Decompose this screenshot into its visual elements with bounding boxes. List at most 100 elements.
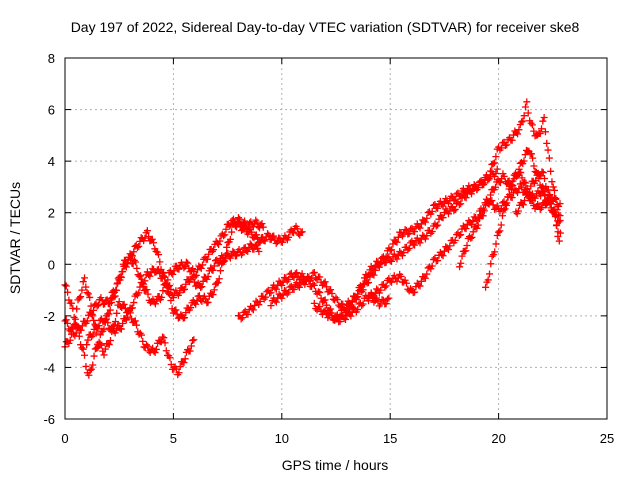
data-point [521,151,529,159]
data-point [480,181,488,189]
data-point [456,263,464,271]
data-point [184,259,192,267]
x-tick-label: 15 [383,431,397,446]
data-point [457,259,465,267]
data-point [144,290,152,298]
data-point [501,205,509,213]
data-point [237,315,245,323]
data-point [119,260,127,268]
data-point [365,279,373,287]
data-point [82,362,90,370]
data-point [556,229,564,237]
data-point [132,258,140,266]
data-point [133,243,141,251]
data-point [485,197,493,205]
data-point [198,283,206,291]
data-point [290,285,298,293]
data-point [94,325,102,333]
data-point [489,160,497,168]
data-point [508,181,516,189]
data-point [103,315,111,323]
data-point [347,312,355,320]
data-point [170,267,178,275]
data-point [439,202,447,210]
data-point [89,306,97,314]
data-point [500,172,508,180]
data-point [359,300,367,308]
data-point [244,310,252,318]
data-point [390,272,398,280]
data-point [94,301,102,309]
data-point [457,200,465,208]
data-point [552,196,560,204]
data-point [316,303,324,311]
series-track-9 [456,146,564,271]
y-tick-label: 2 [48,206,55,221]
data-point [221,231,229,239]
data-point [142,341,150,349]
data-point [405,230,413,238]
data-point [272,285,280,293]
data-point [186,347,194,355]
data-point [523,98,531,106]
data-point [450,207,458,215]
data-point [224,249,232,257]
data-point [87,365,95,373]
data-point [518,174,526,182]
data-point [197,283,205,291]
data-point [416,224,424,232]
data-point [117,273,125,281]
data-point [261,237,269,245]
data-point [180,359,188,367]
data-point [521,103,529,111]
data-point [336,312,344,320]
data-point [161,339,169,347]
data-point [382,300,390,308]
data-point [301,280,309,288]
data-point [182,280,190,288]
data-point [370,293,378,301]
data-point [458,252,466,260]
data-point [321,278,329,286]
data-point [69,304,77,312]
data-point [423,232,431,240]
data-point [493,202,501,210]
data-point [223,243,231,251]
data-point [105,310,113,318]
data-point [520,157,528,165]
data-point [72,329,80,337]
data-point [354,293,362,301]
data-point [215,241,223,249]
data-point [176,289,184,297]
data-point [164,289,172,297]
data-point [538,125,546,133]
data-point [540,114,548,122]
data-point [491,159,499,167]
data-point [215,259,223,267]
data-point [247,218,255,226]
series-track-3 [61,214,267,340]
data-point [327,286,335,294]
data-point [252,241,260,249]
data-point [547,200,555,208]
data-points [61,98,564,379]
data-point [197,264,205,272]
data-point [255,248,263,256]
data-point [256,297,264,305]
data-point [323,283,331,291]
data-point [479,212,487,220]
data-point [467,234,475,242]
data-point [181,314,189,322]
data-point [70,313,78,321]
data-point [482,283,490,291]
data-point [411,241,419,249]
data-point [493,231,501,239]
data-point [492,240,500,248]
data-point [229,215,237,223]
data-point [462,225,470,233]
data-point [107,337,115,345]
data-point [393,277,401,285]
data-point [133,321,141,329]
data-point [411,288,419,296]
data-point [93,302,101,310]
